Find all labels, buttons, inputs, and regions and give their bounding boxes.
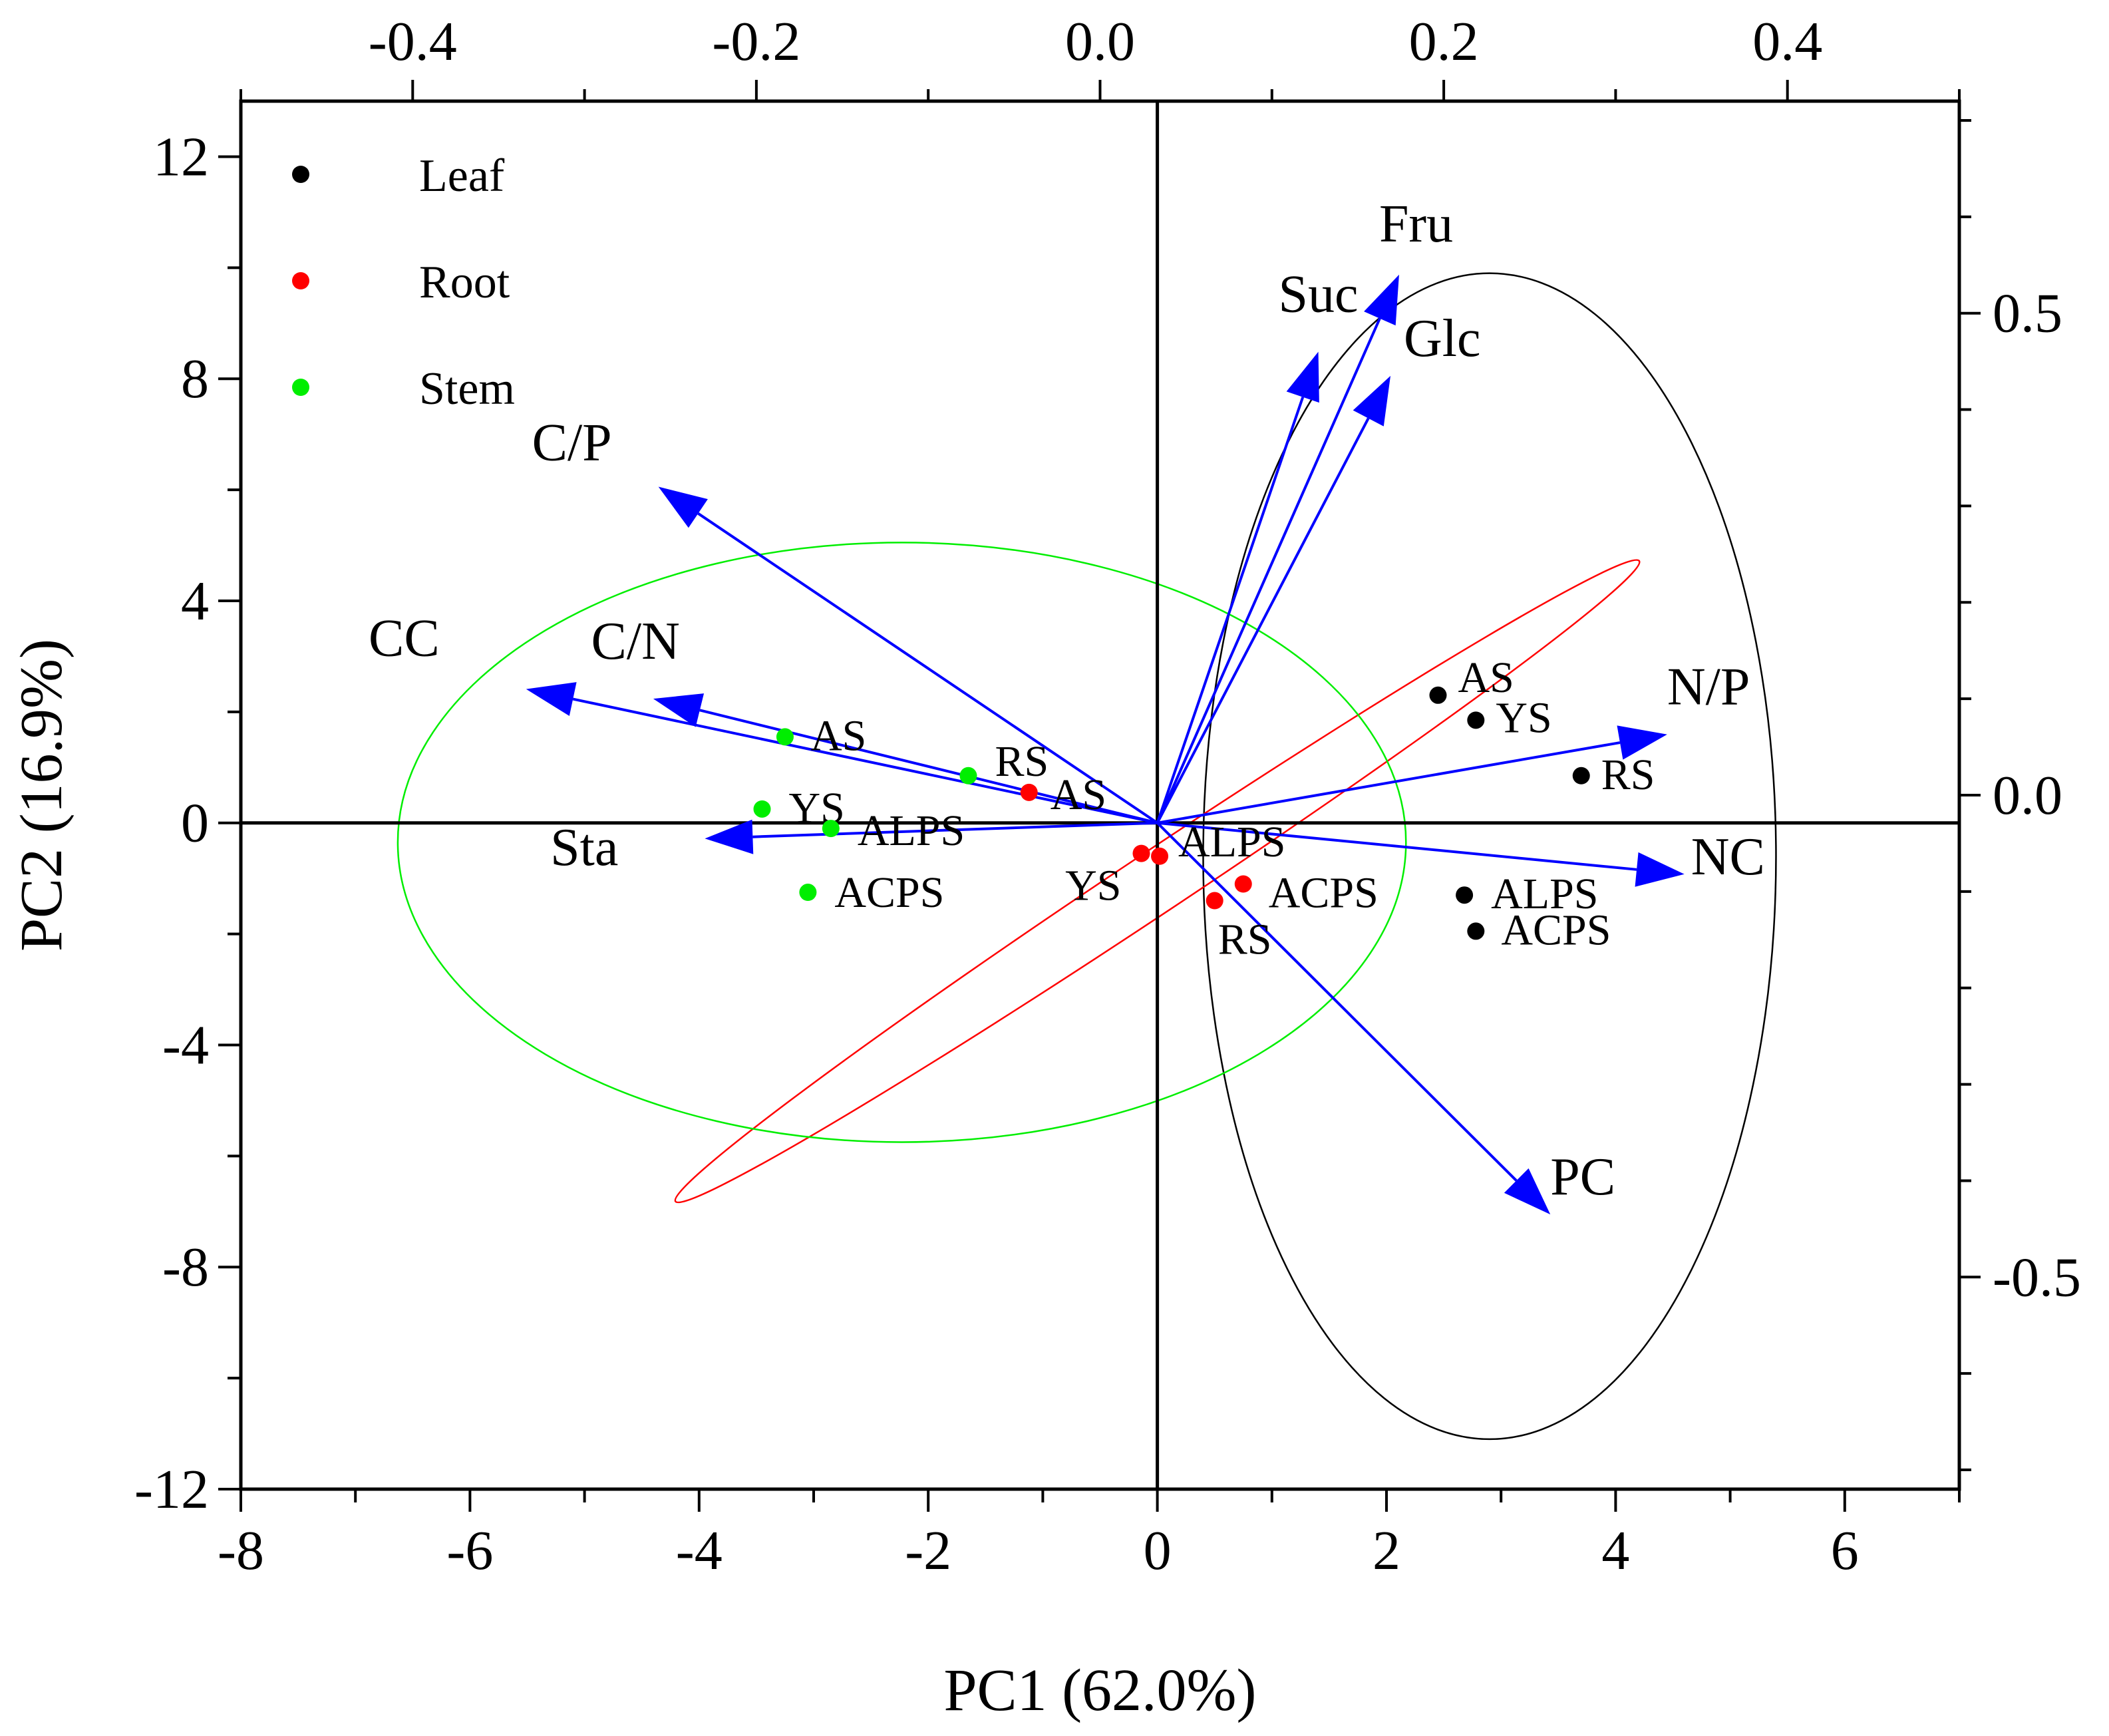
loading-label-suc: Suc <box>1279 265 1359 324</box>
legend-label-root: Root <box>419 257 510 308</box>
point-root-acps <box>1234 875 1252 893</box>
point-leaf-alps <box>1456 886 1474 904</box>
loading-label-fru: Fru <box>1379 195 1453 254</box>
y-tick-label: -12 <box>134 1459 209 1520</box>
legend-marker-stem <box>292 379 309 396</box>
point-label-stem-alps: ALPS <box>858 806 965 855</box>
point-label-leaf-rs: RS <box>1601 751 1655 799</box>
loading-arrow-pc <box>1156 822 1518 1182</box>
loading-label-nc: NC <box>1691 828 1765 886</box>
point-label-stem-acps: ACPS <box>834 868 944 917</box>
point-label-root-rs: RS <box>1218 916 1272 964</box>
loading-arrowhead-n-p <box>1617 725 1667 760</box>
legend-marker-root <box>292 272 309 289</box>
legend: Leaf Root Stem <box>292 150 515 415</box>
point-root-ys <box>1132 844 1150 862</box>
right-tick-label: 0.0 <box>1993 765 2062 826</box>
x-tick-label: -6 <box>446 1520 493 1582</box>
point-label-root-alps: ALPS <box>1178 818 1285 866</box>
loading-label-n-p: N/P <box>1667 658 1750 717</box>
loading-label-c-n: C/N <box>591 612 680 671</box>
loading-arrow-cc <box>572 697 1158 824</box>
loading-arrowhead-nc <box>1635 852 1685 887</box>
y-tick-label: 8 <box>181 348 209 410</box>
point-label-leaf-ys: YS <box>1496 693 1551 742</box>
x-axis-title: PC1 (62.0%) <box>944 1657 1257 1723</box>
loading-arrowhead-suc <box>1286 351 1319 403</box>
loading-arrowhead-fru <box>1364 274 1399 326</box>
point-root-alps <box>1151 847 1169 865</box>
y-axis-title: PC2 (16.9%) <box>9 639 75 952</box>
ellipse-stem <box>397 542 1407 1143</box>
loading-arrow-glc <box>1156 417 1370 824</box>
y-tick-label: 4 <box>181 570 209 632</box>
loading-arrow-c-p <box>697 512 1158 824</box>
right-tick-label: -0.5 <box>1993 1246 2081 1308</box>
point-label-root-as: AS <box>1051 771 1106 819</box>
right-tick-label: 0.5 <box>1993 283 2062 345</box>
y-tick-label: 12 <box>153 126 209 188</box>
point-label-leaf-as: AS <box>1458 653 1514 702</box>
loading-arrowhead-glc <box>1353 375 1391 427</box>
top-tick-label: 0.4 <box>1752 11 1822 73</box>
x-tick-label: -2 <box>905 1520 951 1582</box>
ellipse-leaf <box>1202 272 1777 1441</box>
point-leaf-acps <box>1467 922 1485 940</box>
top-tick-label: -0.4 <box>369 11 457 73</box>
point-root-as <box>1020 783 1038 801</box>
y-tick-label: 0 <box>181 792 209 854</box>
x-tick-label: 6 <box>1831 1520 1859 1582</box>
loading-arrowhead-c-n <box>653 693 705 727</box>
x-tick-label: 0 <box>1144 1520 1172 1582</box>
point-label-leaf-alps: ALPS <box>1491 870 1598 918</box>
y-tick-label: -8 <box>162 1236 209 1298</box>
point-label-stem-as: AS <box>810 711 866 760</box>
loading-arrow-c-n <box>699 709 1158 824</box>
loading-arrow-nc <box>1157 821 1637 871</box>
loading-arrowhead-sta <box>705 819 754 854</box>
legend-label-leaf: Leaf <box>419 150 505 202</box>
x-tick-label: 2 <box>1373 1520 1400 1582</box>
loading-arrow-n-p <box>1157 741 1621 824</box>
point-stem-acps <box>799 884 817 902</box>
top-tick-label: 0.0 <box>1065 11 1135 73</box>
point-stem-as <box>776 728 794 746</box>
loading-arrows: Fru Suc Glc C/P CC C/N Sta N/P NC PC <box>369 195 1765 1215</box>
point-stem-alps <box>822 820 840 838</box>
loading-arrowhead-cc <box>526 682 577 717</box>
point-stem-ys <box>753 800 771 818</box>
x-tick-label: -4 <box>676 1520 723 1582</box>
point-leaf-as <box>1429 686 1447 704</box>
loading-label-glc: Glc <box>1404 309 1481 368</box>
loading-arrow-sta <box>752 821 1158 838</box>
legend-label-stem: Stem <box>419 363 515 415</box>
loading-label-sta: Sta <box>550 818 618 877</box>
point-root-rs <box>1206 892 1223 910</box>
loading-arrowhead-c-p <box>658 486 708 528</box>
loading-arrow-fru <box>1156 317 1381 824</box>
loading-label-cc: CC <box>369 609 440 668</box>
loading-label-pc: PC <box>1550 1148 1615 1206</box>
top-tick-label: -0.2 <box>712 11 800 73</box>
point-leaf-rs <box>1572 767 1590 784</box>
legend-marker-leaf <box>292 166 309 183</box>
point-label-root-ys: YS <box>1065 862 1121 910</box>
point-stem-rs <box>959 767 977 784</box>
x-tick-label: 4 <box>1601 1520 1629 1582</box>
loading-arrow-suc <box>1156 397 1305 824</box>
point-label-leaf-acps: ACPS <box>1501 906 1611 954</box>
point-label-stem-rs: RS <box>995 737 1049 786</box>
point-label-root-acps: ACPS <box>1269 869 1379 918</box>
point-leaf-ys <box>1467 711 1485 729</box>
loading-label-c-p: C/P <box>532 413 612 472</box>
y-tick-label: -4 <box>162 1014 209 1076</box>
top-tick-label: 0.2 <box>1409 11 1479 73</box>
x-tick-label: -8 <box>218 1520 264 1582</box>
loading-arrowhead-pc <box>1504 1168 1551 1215</box>
